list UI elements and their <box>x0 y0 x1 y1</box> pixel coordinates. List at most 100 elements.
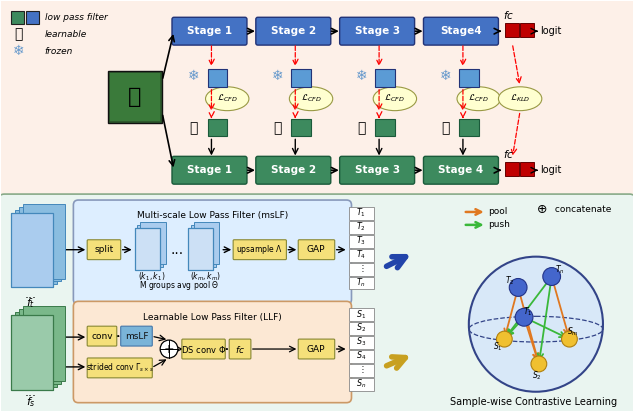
Text: $T_n$: $T_n$ <box>356 276 366 289</box>
Text: 🐦: 🐦 <box>128 87 141 107</box>
Text: GAP: GAP <box>307 344 325 353</box>
FancyBboxPatch shape <box>172 17 247 45</box>
Bar <box>506 23 519 37</box>
Ellipse shape <box>499 87 542 111</box>
Bar <box>140 222 166 264</box>
Bar <box>194 222 220 264</box>
Text: $S_1$: $S_1$ <box>356 308 367 321</box>
Bar <box>349 322 374 335</box>
Bar <box>23 306 65 381</box>
Bar <box>349 336 374 349</box>
Bar <box>349 249 374 262</box>
FancyBboxPatch shape <box>298 240 335 260</box>
Bar <box>110 73 160 121</box>
FancyBboxPatch shape <box>87 358 152 378</box>
Text: ❄: ❄ <box>188 69 200 83</box>
FancyBboxPatch shape <box>0 194 636 412</box>
Text: push: push <box>488 220 511 229</box>
Text: pool: pool <box>488 208 508 216</box>
FancyBboxPatch shape <box>256 17 331 45</box>
Text: 🔥: 🔥 <box>441 122 449 136</box>
Text: frozen: frozen <box>45 47 73 56</box>
Text: $T_3$: $T_3$ <box>356 234 366 247</box>
Text: 🔥: 🔥 <box>357 122 365 136</box>
Text: Stage 3: Stage 3 <box>355 26 400 36</box>
Text: msLF: msLF <box>125 332 148 341</box>
Bar <box>12 11 24 24</box>
Text: $\mathcal{L}_{CFD}$: $\mathcal{L}_{CFD}$ <box>385 93 405 105</box>
Text: 🔥: 🔥 <box>14 27 22 41</box>
Text: Stage 1: Stage 1 <box>187 165 232 175</box>
Text: $T_2$: $T_2$ <box>504 274 514 287</box>
FancyBboxPatch shape <box>74 301 351 403</box>
Text: ❄: ❄ <box>12 44 24 58</box>
Text: $S_2$: $S_2$ <box>356 322 366 335</box>
Text: 🔥: 🔥 <box>189 122 198 136</box>
Text: $\mathcal{L}_{CFD}$: $\mathcal{L}_{CFD}$ <box>468 93 489 105</box>
Text: $T_4$: $T_4$ <box>356 248 367 261</box>
Bar <box>291 119 311 136</box>
Bar <box>134 228 160 269</box>
Bar <box>520 23 534 37</box>
Text: Stage 3: Stage 3 <box>355 165 400 175</box>
Text: Stage 1: Stage 1 <box>187 26 232 36</box>
Text: Stage4: Stage4 <box>440 26 482 36</box>
Circle shape <box>509 279 527 296</box>
Bar <box>459 69 479 87</box>
Text: DS conv $\Phi$: DS conv $\Phi$ <box>181 344 226 355</box>
Text: $S_n$: $S_n$ <box>356 377 367 390</box>
Ellipse shape <box>457 87 500 111</box>
Bar <box>12 315 52 390</box>
FancyBboxPatch shape <box>87 326 116 346</box>
Text: $f_s$: $f_s$ <box>26 395 36 409</box>
Text: $\mathcal{L}_{CFD}$: $\mathcal{L}_{CFD}$ <box>217 93 237 105</box>
Circle shape <box>531 356 547 372</box>
Text: $fc$: $fc$ <box>235 344 245 355</box>
Bar <box>15 210 56 284</box>
Text: $S_1$: $S_1$ <box>493 341 502 353</box>
FancyBboxPatch shape <box>298 339 335 359</box>
Text: $S_2$: $S_2$ <box>532 370 541 382</box>
Bar <box>349 235 374 248</box>
Bar <box>349 350 374 363</box>
Text: $T_n$: $T_n$ <box>555 263 564 276</box>
Text: $S_m$: $S_m$ <box>566 326 579 338</box>
Text: low pass filter: low pass filter <box>45 13 108 22</box>
Text: strided conv $\Gamma_{s\times s}$: strided conv $\Gamma_{s\times s}$ <box>86 362 154 374</box>
Text: $T_1$: $T_1$ <box>524 305 532 318</box>
FancyBboxPatch shape <box>424 17 499 45</box>
Text: $(k_1,k_1)$: $(k_1,k_1)$ <box>138 270 165 283</box>
Text: learnable: learnable <box>45 30 87 39</box>
Text: $\vdots$: $\vdots$ <box>358 263 365 274</box>
Bar <box>12 213 52 288</box>
Text: $\vdots$: $\vdots$ <box>358 364 365 375</box>
FancyBboxPatch shape <box>424 156 499 184</box>
Circle shape <box>515 308 533 326</box>
Bar <box>349 207 374 220</box>
FancyBboxPatch shape <box>74 200 351 304</box>
Circle shape <box>561 331 577 347</box>
Text: $fc$: $fc$ <box>502 9 514 21</box>
Text: $S_4$: $S_4$ <box>356 350 367 362</box>
Bar <box>349 276 374 290</box>
FancyBboxPatch shape <box>256 156 331 184</box>
Bar <box>23 204 65 279</box>
Text: Multi-scale Low Pass Filter (msLF): Multi-scale Low Pass Filter (msLF) <box>137 211 288 220</box>
Bar <box>19 207 61 281</box>
FancyBboxPatch shape <box>0 0 636 203</box>
Text: ❄: ❄ <box>356 69 367 83</box>
Bar <box>207 69 227 87</box>
Bar <box>138 225 163 267</box>
Text: Stage 2: Stage 2 <box>271 165 316 175</box>
Bar <box>207 119 227 136</box>
Text: ...: ... <box>25 288 37 301</box>
Text: Learnable Low Pass Filter (LLF): Learnable Low Pass Filter (LLF) <box>143 313 282 322</box>
Text: $fc$: $fc$ <box>502 148 514 160</box>
Bar <box>506 162 519 176</box>
Text: ❄: ❄ <box>440 69 451 83</box>
Text: upsample $\Lambda$: upsample $\Lambda$ <box>236 243 284 256</box>
FancyBboxPatch shape <box>229 339 251 359</box>
FancyBboxPatch shape <box>172 156 247 184</box>
Text: $(k_m,k_m)$: $(k_m,k_m)$ <box>190 270 221 283</box>
Text: concatenate: concatenate <box>552 206 611 215</box>
